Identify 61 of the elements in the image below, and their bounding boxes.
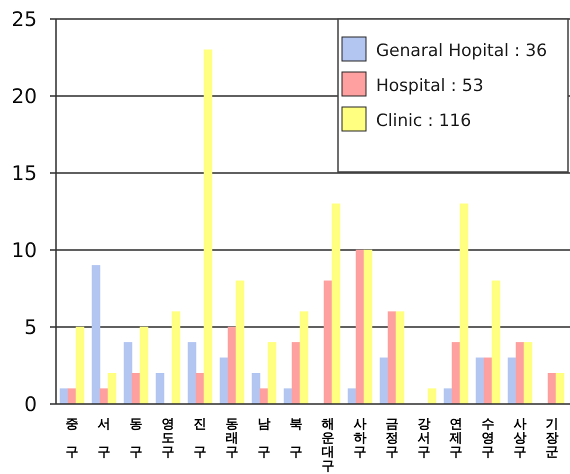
x-tick-label: 해운대구 (322, 417, 334, 474)
bar (452, 342, 460, 404)
y-tick-label: 20 (12, 84, 37, 108)
x-tick-label: 강서구 (418, 417, 430, 460)
bar (492, 280, 500, 404)
x-tick-label: 사하구 (354, 417, 366, 460)
y-tick-label: 25 (12, 7, 37, 31)
bar (220, 358, 228, 404)
bar (364, 250, 372, 404)
bar (548, 372, 556, 404)
bar (268, 342, 276, 404)
bar (380, 358, 388, 404)
legend-label: Genaral Hopital : 36 (376, 41, 548, 61)
bar (228, 326, 236, 404)
bar (508, 358, 516, 404)
bar (204, 50, 212, 404)
x-tick-label: 서구 (98, 417, 110, 460)
bar (388, 311, 396, 404)
bar (524, 342, 532, 404)
y-tick-label: 5 (24, 315, 37, 339)
bar (124, 342, 132, 404)
x-tick-label: 기장군 (546, 417, 558, 460)
bar (556, 372, 564, 404)
bar (300, 311, 308, 404)
x-tick-label: 남구 (258, 417, 270, 460)
x-tick-label: 사상구 (514, 417, 526, 460)
bar (108, 372, 116, 404)
bar (356, 250, 364, 404)
x-tick-label: 진구 (194, 417, 206, 460)
bar (156, 372, 164, 404)
bar (484, 358, 492, 404)
bar (172, 311, 180, 404)
bar (396, 311, 404, 404)
bar (332, 204, 340, 404)
bar (92, 265, 100, 404)
legend-label: Hospital : 53 (376, 76, 484, 96)
bar (252, 372, 260, 404)
x-tick-label: 수영구 (482, 417, 494, 460)
bar (76, 326, 84, 404)
x-tick-label: 영도구 (162, 417, 174, 460)
bar (140, 326, 148, 404)
bar (428, 388, 436, 404)
bar (132, 372, 140, 404)
bar (236, 280, 244, 404)
bar (292, 342, 300, 404)
bar (476, 358, 484, 404)
bar (188, 342, 196, 404)
x-tick-label: 중구 (66, 417, 78, 460)
x-tick-label: 금정구 (386, 417, 398, 460)
x-tick-label: 연제구 (448, 417, 462, 460)
x-tick-label: 동구 (130, 417, 142, 460)
bar (324, 280, 332, 404)
bar (460, 204, 468, 404)
y-tick-label: 10 (12, 238, 37, 262)
y-tick-label: 15 (12, 161, 37, 185)
bar (196, 372, 204, 404)
x-tick-label: 북구 (290, 417, 302, 460)
bar (516, 342, 524, 404)
y-tick-label: 0 (24, 392, 37, 416)
legend-label: Clinic : 116 (376, 111, 472, 131)
x-tick-label: 동래구 (226, 417, 238, 460)
